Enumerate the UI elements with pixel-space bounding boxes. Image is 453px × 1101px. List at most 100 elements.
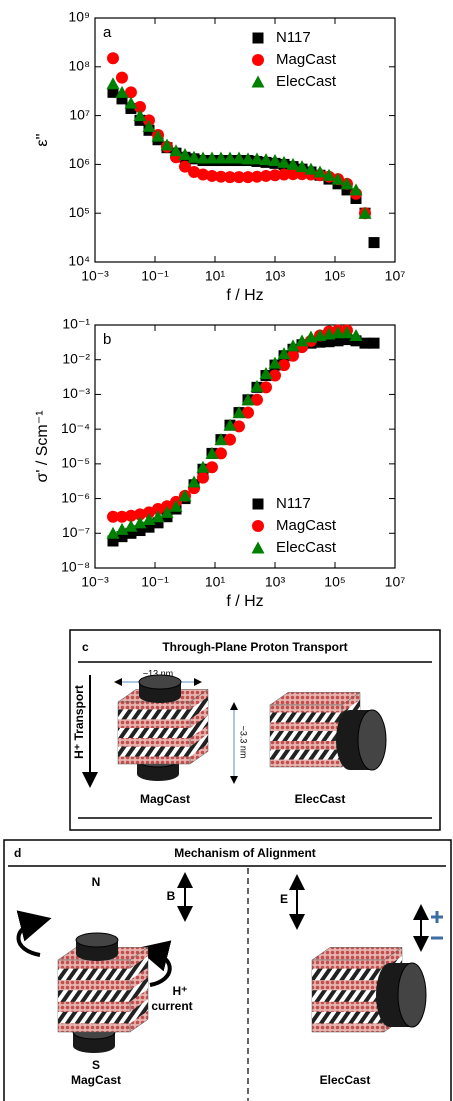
lamella <box>312 990 384 1002</box>
marker <box>232 151 246 164</box>
y-tick-label: 10⁹ <box>68 9 90 25</box>
marker <box>134 525 146 537</box>
marker <box>143 506 156 519</box>
caption: ElecCast <box>320 1073 371 1087</box>
marker <box>115 522 129 535</box>
lamella <box>130 999 148 1024</box>
panel-title: Mechanism of Alignment <box>174 846 316 860</box>
lamella <box>118 746 190 757</box>
panel-d: d Mechanism of Alignment N S MagCast B H… <box>3 839 452 1101</box>
y-tick-label: 10⁻⁷ <box>62 524 90 540</box>
marker <box>169 499 183 512</box>
panel-label: a <box>103 24 112 41</box>
cylinder-end <box>137 767 179 781</box>
marker <box>278 359 291 372</box>
marker <box>331 172 345 185</box>
panel-title: Through-Plane Proton Transport <box>162 640 347 654</box>
y-tick-label: 10⁻⁸ <box>61 559 90 575</box>
marker <box>341 334 353 346</box>
y-axis-label: ε'' <box>34 133 51 146</box>
x-tick-label: 10¹ <box>205 268 226 284</box>
marker <box>151 510 165 523</box>
marker <box>143 521 155 533</box>
marker <box>286 349 299 362</box>
cylinder <box>138 674 182 703</box>
panel-label: d <box>14 846 21 860</box>
marker <box>340 326 354 339</box>
cylinder-end <box>376 963 404 1027</box>
marker <box>358 206 372 219</box>
cylinder-end <box>139 689 181 703</box>
marker <box>214 151 228 164</box>
marker <box>115 71 128 84</box>
cylinder-end <box>336 710 364 770</box>
marker <box>107 86 119 98</box>
y-tick-label: 10⁸ <box>69 58 91 74</box>
marker <box>142 119 156 132</box>
marker <box>178 147 192 160</box>
cylinder-end <box>73 1039 115 1053</box>
rotation-arrow <box>16 910 52 957</box>
ion-label: H⁺ <box>173 984 188 998</box>
marker <box>196 471 209 484</box>
y-tick-label: 10⁻⁶ <box>61 489 90 505</box>
caption: MagCast <box>140 792 190 806</box>
marker <box>286 157 300 170</box>
marker <box>259 169 272 182</box>
legend-label: ElecCast <box>276 539 337 556</box>
marker <box>187 475 201 488</box>
marker <box>152 517 164 529</box>
x-tick-label: 10⁻¹ <box>141 574 169 590</box>
y-tick-label: 10⁷ <box>69 106 90 122</box>
field-label: E <box>280 892 288 906</box>
marker <box>233 420 246 433</box>
y-tick-label: 10⁴ <box>68 253 90 269</box>
legend-marker <box>252 520 264 532</box>
cylinder <box>336 709 387 771</box>
marker <box>304 330 318 343</box>
panel-label: b <box>103 331 111 348</box>
y-tick-label: 10⁻⁴ <box>61 420 90 436</box>
marker <box>250 379 264 392</box>
y-tick-label: 10⁻² <box>62 350 90 366</box>
x-tick-label: 10⁻¹ <box>141 268 169 284</box>
x-tick-label: 10³ <box>265 268 286 284</box>
cylinder-end <box>397 962 427 1028</box>
lamella <box>190 696 208 720</box>
cylinder <box>376 962 427 1028</box>
marker <box>368 237 380 249</box>
marker <box>115 85 129 98</box>
marker <box>179 160 191 173</box>
marker <box>332 335 344 347</box>
arrow-label: H⁺ Transport <box>72 685 86 759</box>
marker <box>242 171 255 184</box>
marker <box>340 177 354 190</box>
dimension-label: ~3.3 nm <box>239 726 249 759</box>
marker <box>124 519 138 532</box>
legend-marker <box>251 541 265 554</box>
marker <box>214 433 228 446</box>
marker <box>133 109 147 122</box>
marker <box>187 150 201 163</box>
marker <box>269 369 281 382</box>
marker <box>116 531 128 543</box>
rotation-arrow <box>136 940 172 987</box>
marker <box>242 406 255 419</box>
marker <box>160 138 174 151</box>
marker <box>196 168 209 181</box>
marker <box>115 510 128 523</box>
legend-label: N117 <box>276 29 311 46</box>
marker <box>314 336 326 348</box>
marker <box>304 162 318 175</box>
x-tick-label: 10⁻³ <box>81 574 109 590</box>
marker <box>106 526 120 539</box>
marker <box>214 170 227 183</box>
marker <box>205 461 218 474</box>
marker <box>223 433 236 446</box>
marker <box>124 509 137 522</box>
marker <box>250 170 263 183</box>
marker <box>295 334 309 347</box>
marker <box>107 535 119 547</box>
x-tick-label: 10⁷ <box>385 574 406 590</box>
marker <box>205 151 219 164</box>
